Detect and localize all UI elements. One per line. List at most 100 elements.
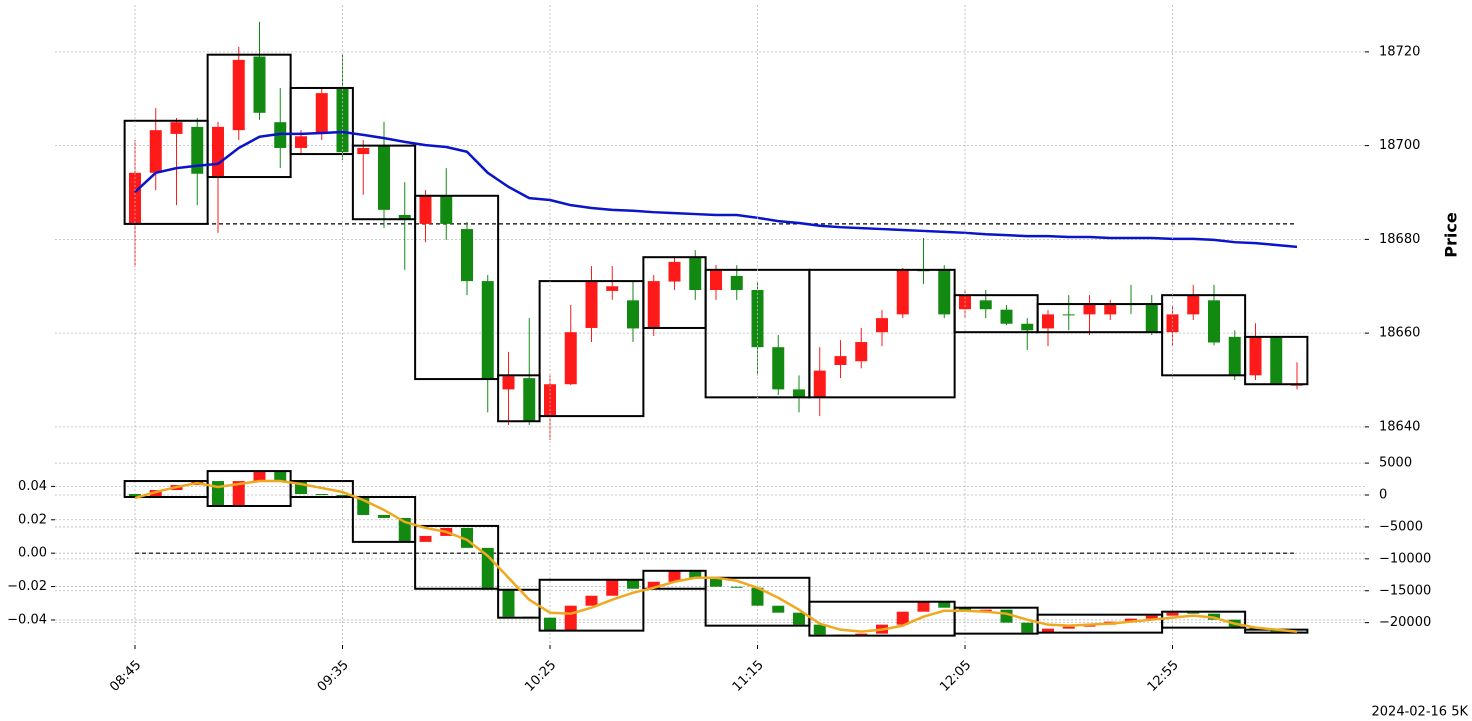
candle-body <box>668 570 681 582</box>
candle-body <box>461 229 473 282</box>
candle-body <box>647 281 660 329</box>
candle-body <box>212 126 224 177</box>
range-box <box>289 480 354 499</box>
candle-body <box>979 300 992 310</box>
y-tick-label: 18680 <box>1379 232 1420 247</box>
candle-body <box>544 384 556 417</box>
candle-body <box>295 136 307 148</box>
candle-body <box>419 195 432 224</box>
line-series <box>134 479 1298 633</box>
candle-body <box>1042 628 1054 633</box>
candle-body <box>938 601 951 608</box>
candle-body <box>1249 336 1262 376</box>
candle-body <box>606 579 619 596</box>
candle-body <box>793 612 805 625</box>
candle-body <box>564 332 577 385</box>
candle-body <box>170 122 183 134</box>
candle-body <box>502 376 515 390</box>
y-tick-label: 18640 <box>1379 419 1420 434</box>
candle-body <box>1228 336 1241 376</box>
candle-body <box>1021 622 1034 633</box>
candle-body <box>544 617 556 631</box>
y-tick-label: −20000 <box>1379 615 1431 630</box>
candle-body <box>440 195 453 224</box>
candle-body <box>253 471 266 482</box>
candle-body <box>502 589 515 617</box>
y-tick-label: 18720 <box>1379 44 1420 59</box>
y-tick-label: −5000 <box>1379 519 1423 534</box>
candle-body <box>1145 304 1158 333</box>
y-tick-label: 0.02 <box>18 512 47 527</box>
candle-body <box>1042 314 1054 329</box>
candle-body <box>1104 304 1117 315</box>
x-tick-label: 12:05 <box>937 658 974 695</box>
candle-body <box>232 59 245 131</box>
range-box <box>538 280 645 418</box>
y-tick-label: −0.04 <box>7 612 47 627</box>
candle-body <box>253 56 266 113</box>
y-axis-label: Price <box>1442 212 1461 258</box>
range-box <box>351 496 417 543</box>
candle-body <box>647 581 660 589</box>
candle-body <box>917 601 930 612</box>
candle-body <box>1021 323 1034 331</box>
candle-body <box>191 126 204 174</box>
candle-body <box>419 535 432 542</box>
candle-body <box>232 481 245 506</box>
range-box <box>351 144 417 221</box>
candle-body <box>378 145 390 210</box>
candle-body <box>357 147 370 155</box>
x-tick-label: 09:35 <box>315 658 352 695</box>
candle-body <box>1062 314 1075 316</box>
candle-body <box>606 286 619 291</box>
candle-body <box>793 389 805 398</box>
candle-body <box>129 494 141 498</box>
candle-body <box>855 342 868 362</box>
candle-body <box>689 570 702 578</box>
candle-body <box>378 514 390 518</box>
x-tick-label: 08:45 <box>107 658 144 695</box>
range-box <box>1161 294 1247 377</box>
candle-body <box>730 275 743 290</box>
candle-body <box>1208 300 1220 343</box>
y-tick-label: 0.04 <box>18 479 47 494</box>
candle-body <box>1187 612 1200 614</box>
x-tick-label: 10:25 <box>522 658 559 695</box>
x-tick-label: 12:55 <box>1145 658 1182 695</box>
candle-body <box>710 269 722 290</box>
y-tick-label: 18700 <box>1379 138 1420 153</box>
range-box <box>414 524 500 590</box>
candle-body <box>149 130 162 173</box>
candle-body <box>1083 304 1096 315</box>
candle-body <box>730 586 743 588</box>
range-box <box>808 268 956 399</box>
candle-body <box>813 624 826 635</box>
candle-body <box>627 300 639 329</box>
y-tick-label: 0.00 <box>18 546 47 561</box>
candle-body <box>315 494 328 496</box>
candle-body <box>751 587 764 606</box>
x-tick-label: 11:15 <box>730 658 767 695</box>
range-box <box>414 194 500 381</box>
candle-body <box>315 93 328 133</box>
candle-body <box>1187 295 1200 315</box>
candle-body <box>1125 618 1137 622</box>
y-tick-label: −15000 <box>1379 583 1431 598</box>
candle-body <box>938 269 951 315</box>
candle-body <box>689 257 702 290</box>
candle-body <box>1000 309 1013 324</box>
candle-body <box>149 490 162 498</box>
candle-body <box>834 356 847 365</box>
line-series <box>134 130 1298 249</box>
candle-body <box>1166 612 1179 616</box>
candle-body <box>627 579 639 589</box>
candle-body <box>212 481 224 506</box>
candle-body <box>710 577 722 587</box>
candle-body <box>1145 615 1158 619</box>
candle-body <box>896 611 909 625</box>
candle-body <box>896 269 909 315</box>
candle-body <box>772 347 785 390</box>
candle-body <box>876 318 888 333</box>
candle-body <box>585 595 598 606</box>
